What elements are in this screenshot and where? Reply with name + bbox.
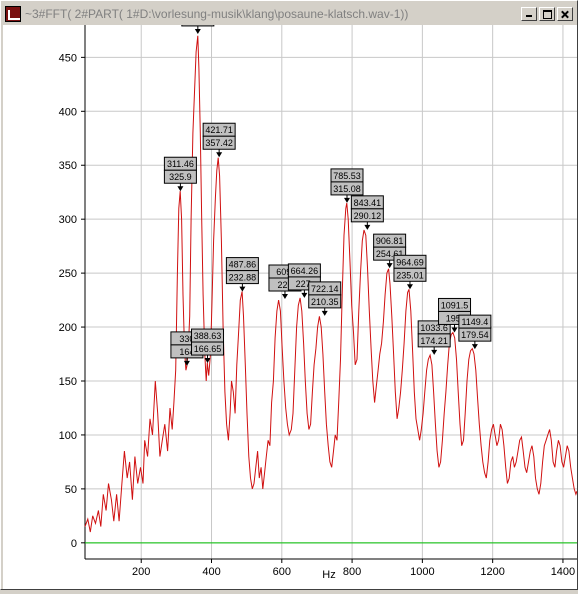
x-tick-label: 800 bbox=[343, 566, 361, 578]
peak-arrow-head bbox=[301, 292, 308, 298]
peak-amp-label: 164 bbox=[179, 347, 194, 357]
peak-freq-label: 388.63 bbox=[194, 331, 222, 341]
peak-amp-label: 315.08 bbox=[333, 184, 361, 194]
peak-arrow-head bbox=[216, 152, 223, 158]
peak-marker: 843.41 290.12 bbox=[350, 195, 384, 230]
window-title: ~3#FFT( 2#PART( 1#D:\vorlesung-musik\kla… bbox=[25, 6, 409, 21]
fft-spectrum-chart: 200 400 600 800 1000 1200 1400 0 50 100 150 200 250 3… bbox=[59, 0, 578, 581]
peak-marker: 1149.4 179.54 bbox=[458, 314, 492, 350]
peak-freq-label: 1091.5 bbox=[441, 300, 469, 310]
peak-amp-box bbox=[225, 270, 259, 285]
peak-marker: 388.63 166.65 bbox=[191, 328, 225, 364]
x-axis-label: Hz bbox=[322, 569, 335, 581]
peak-amp-box bbox=[330, 181, 364, 196]
peak-arrow-head bbox=[386, 263, 393, 269]
y-tick-label: 200 bbox=[59, 322, 77, 334]
peak-freq-label: 785.53 bbox=[333, 171, 361, 181]
peak-amp-label: 227. bbox=[296, 279, 314, 289]
peak-amp-label: 254.61 bbox=[376, 249, 404, 259]
peak-arrow-head bbox=[239, 286, 246, 292]
peak-arrow-head bbox=[406, 284, 413, 290]
peak-amp-label: 226 bbox=[277, 280, 292, 290]
peak-freq-label: 722.14 bbox=[311, 284, 339, 294]
peak-marker: 421.71 357.42 bbox=[202, 122, 236, 158]
peak-amp-label: 179.54 bbox=[461, 330, 489, 340]
peak-freq-label: 1149.4 bbox=[461, 317, 488, 327]
peak-amp-label: 232.88 bbox=[229, 273, 257, 283]
y-tick-label: 350 bbox=[59, 160, 77, 172]
peak-marker: 906.81 254.61 bbox=[373, 233, 407, 269]
peak-freq-label: 843.41 bbox=[354, 198, 382, 208]
y-tick-label: 150 bbox=[59, 376, 77, 388]
y-tick-label: 400 bbox=[59, 106, 77, 118]
peak-freq-label: 421.71 bbox=[205, 125, 233, 135]
peak-amp-label: 174.21 bbox=[420, 336, 448, 346]
x-tick-label: 1000 bbox=[410, 566, 434, 578]
peak-arrow-head bbox=[177, 186, 184, 192]
peak-amp-label: 357.42 bbox=[205, 138, 233, 148]
peak-arrow-head bbox=[471, 344, 478, 350]
x-tick-label: 1200 bbox=[480, 566, 504, 578]
peak-arrow-head bbox=[431, 349, 438, 355]
peak-labels-layer: 311.46 325.9 471.71361.07 421.71 357.42 487.8… bbox=[163, 0, 492, 366]
peak-amp-box bbox=[163, 169, 197, 184]
peak-arrow-head bbox=[321, 310, 328, 316]
x-tick-label: 1400 bbox=[551, 566, 575, 578]
peak-amp-box bbox=[308, 294, 342, 309]
peak-amp-box bbox=[458, 327, 492, 342]
peak-marker: 964.69 235.01 bbox=[393, 254, 427, 290]
peak-amp-label: 195. bbox=[446, 313, 464, 323]
peak-amp-box bbox=[191, 341, 225, 356]
peak-amp-label: 210.35 bbox=[311, 297, 339, 307]
y-tick-label: 450 bbox=[59, 52, 77, 64]
peak-freq-label: 1033.6 bbox=[420, 323, 448, 333]
peak-freq-label: 330 bbox=[179, 334, 194, 344]
peak-freq-label: 964.69 bbox=[396, 257, 424, 267]
close-button[interactable] bbox=[557, 6, 573, 21]
peak-amp-box bbox=[393, 267, 427, 282]
y-tick-label: 0 bbox=[71, 538, 77, 550]
peak-arrow-head bbox=[344, 197, 351, 203]
peak-amp-box bbox=[350, 208, 384, 223]
peak-arrow-head bbox=[183, 360, 190, 366]
peak-marker: 311.46 325.9 bbox=[163, 156, 197, 192]
x-tick-label: 200 bbox=[132, 566, 150, 578]
peak-amp-label: 325.9 bbox=[169, 172, 192, 182]
x-tick-label: 400 bbox=[202, 566, 220, 578]
x-tick-label: 600 bbox=[273, 566, 291, 578]
peak-marker: 1033.6 174.21 bbox=[417, 320, 451, 355]
maximize-button[interactable] bbox=[539, 6, 555, 21]
waveform-app-icon[interactable] bbox=[5, 5, 21, 22]
peak-amp-label: 166.65 bbox=[194, 344, 222, 354]
peak-marker: 722.14 210.35 bbox=[308, 281, 342, 316]
peak-freq-label: 609. bbox=[276, 267, 294, 277]
y-tick-label: 300 bbox=[59, 214, 77, 226]
peak-arrow-head bbox=[281, 294, 288, 300]
peak-arrow-head bbox=[364, 224, 371, 230]
peak-freq-label: 664.26 bbox=[291, 266, 319, 276]
peak-amp-label: 290.12 bbox=[354, 211, 382, 221]
peak-amp-box bbox=[202, 135, 236, 150]
peak-freq-label: 906.81 bbox=[376, 236, 404, 246]
grid bbox=[85, 25, 577, 559]
peak-arrow-head bbox=[204, 358, 211, 364]
y-tick-label: 100 bbox=[59, 430, 77, 442]
peak-amp-label: 235.01 bbox=[396, 270, 424, 280]
peak-freq-label: 487.86 bbox=[229, 260, 257, 270]
minimize-button[interactable] bbox=[521, 6, 537, 21]
peak-amp-box bbox=[417, 333, 451, 348]
peak-freq-label: 311.46 bbox=[167, 159, 194, 169]
peak-amp-box bbox=[181, 12, 215, 27]
y-tick-label: 50 bbox=[65, 484, 77, 496]
chart-area[interactable]: 200 400 600 800 1000 1200 1400 0 50 100 150 200 250 3… bbox=[3, 0, 578, 589]
title-bar[interactable]: ~3#FFT( 2#PART( 1#D:\vorlesung-musik\kla… bbox=[3, 3, 575, 24]
peak-arrow-head bbox=[194, 28, 201, 34]
peak-marker: 487.86 232.88 bbox=[225, 257, 259, 292]
peak-marker: 471.71361.07 bbox=[181, 0, 215, 34]
peak-marker: 785.53 315.08 bbox=[330, 168, 364, 203]
y-tick-label: 250 bbox=[59, 268, 77, 280]
axes: 200 400 600 800 1000 1200 1400 0 50 100 150 200 250 3… bbox=[59, 25, 577, 578]
peak-arrow-head bbox=[451, 327, 458, 333]
